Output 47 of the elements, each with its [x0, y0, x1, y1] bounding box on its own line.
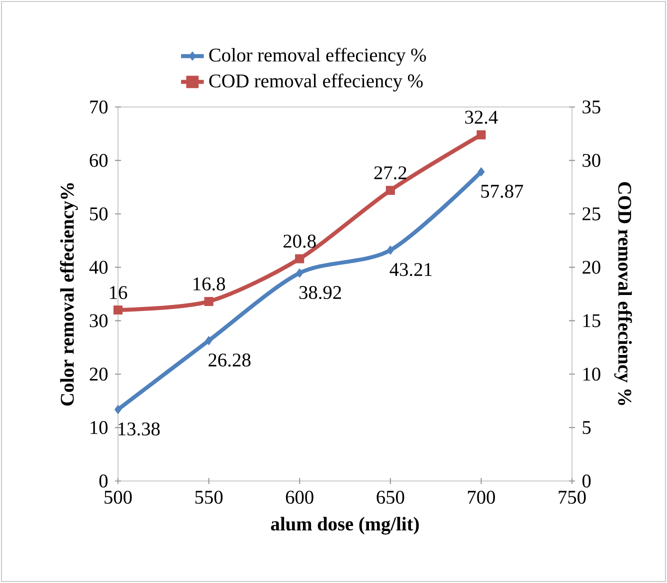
x-tick-label: 600 — [286, 490, 314, 504]
data-label: 57.87 — [481, 184, 524, 198]
point — [386, 246, 394, 255]
y-axis-title: Color removal effeciency% — [60, 183, 78, 406]
point — [478, 167, 485, 176]
data-label: 38.92 — [299, 286, 341, 300]
y-tick-label: 20 — [90, 368, 108, 381]
y2-tick-label: 15 — [583, 314, 600, 328]
point — [476, 130, 486, 140]
data-label: 16.8 — [194, 277, 225, 291]
y2-tick-label: 20 — [582, 260, 600, 274]
y-tick-label: 40 — [89, 260, 108, 274]
data-label: 20.8 — [284, 234, 316, 248]
y2-tick-label: 10 — [583, 368, 600, 381]
y-tick-label: 0 — [99, 474, 108, 488]
legend-label: COD removal effeciency % — [209, 74, 423, 92]
x-tick-label: 750 — [558, 490, 586, 504]
data-label: 27.2 — [374, 166, 406, 180]
point — [113, 306, 123, 315]
point — [296, 268, 304, 278]
legend-label: Color removal effeciency % — [209, 48, 426, 66]
y-tick-label: 30 — [90, 314, 108, 328]
y-tick-label: 50 — [90, 207, 108, 220]
y2-axis-title: COD removal effeciency % — [614, 182, 632, 406]
y2-tick-label: 35 — [582, 100, 600, 114]
y-tick-label: 70 — [90, 100, 108, 114]
point — [386, 186, 395, 195]
data-label: 26.28 — [208, 354, 250, 367]
x-tick-label: 650 — [376, 490, 404, 504]
x-tick-label: 550 — [195, 490, 223, 504]
data-label: 32.4 — [465, 110, 498, 124]
x-tick-label: 700 — [468, 490, 495, 504]
point — [114, 404, 122, 414]
y2-tick-label: 0 — [582, 474, 591, 488]
point — [204, 296, 214, 306]
y-tick-label: 60 — [90, 154, 108, 167]
x-tick-label: 500 — [104, 490, 132, 504]
data-label: 13.38 — [118, 422, 160, 436]
point — [205, 336, 212, 346]
data-label: 16 — [110, 286, 128, 300]
x-axis-title: alum dose (mg/lit) — [270, 516, 419, 535]
y2-tick-label: 5 — [582, 421, 591, 434]
point — [295, 254, 304, 264]
y2-tick-label: 25 — [582, 207, 600, 220]
data-label: 43.21 — [390, 263, 432, 276]
y2-tick-label: 30 — [582, 154, 600, 167]
y-tick-label: 10 — [90, 421, 108, 434]
